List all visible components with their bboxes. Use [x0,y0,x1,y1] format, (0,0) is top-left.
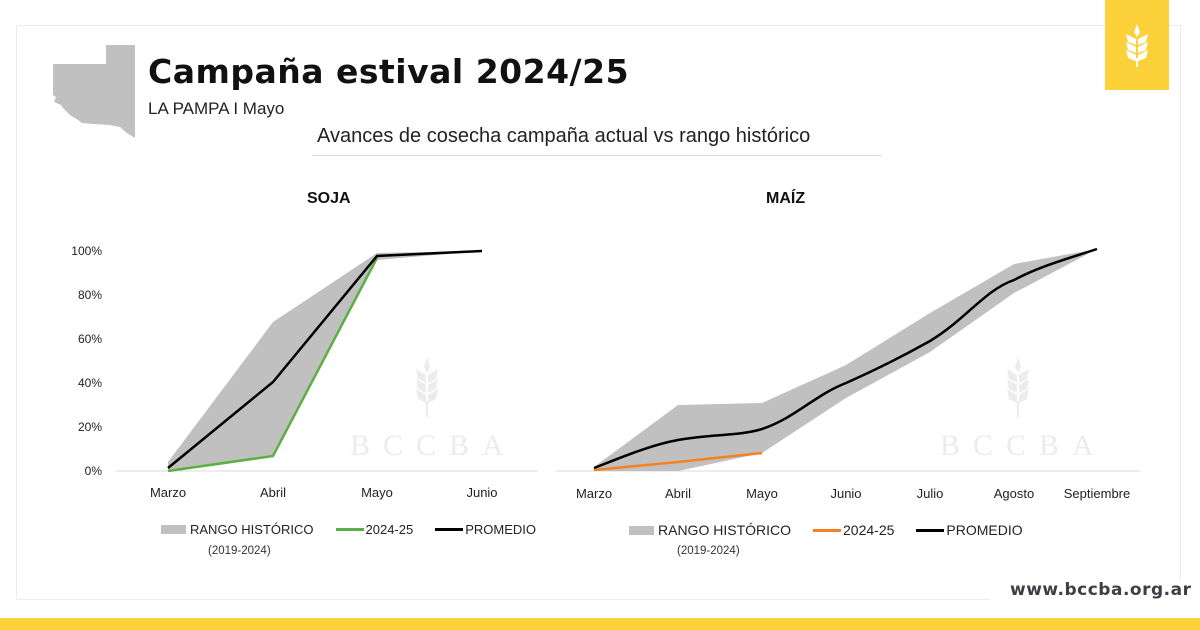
soja-legend-range-sub: (2019-2024) [208,545,271,557]
range-swatch [161,525,186,534]
svg-text:BCCBA: BCCBA [350,429,517,462]
watermark-maiz: BCCBA [940,357,1107,462]
maiz-legend-range-sub: (2019-2024) [677,545,740,557]
y-tick-0: 0% [84,464,102,478]
legend-item-range: RANGO HISTÓRICO [629,522,791,538]
maiz-x-tick: Abril [664,486,692,501]
soja-legend: RANGO HISTÓRICO 2024-25 PROMEDIO [161,522,558,537]
y-tick-100: 100% [71,244,102,258]
soja-x-tick: Mayo [361,485,393,500]
page-subtitle: LA PAMPA I Mayo [148,99,285,118]
soja-series-promedio [167,249,483,469]
soja-x-tick: Junio [466,485,498,500]
legend-item-current: 2024-25 [335,522,413,537]
soja-series-2024-25 [167,257,379,473]
section-heading: Avances de cosecha campaña actual vs ran… [317,125,811,147]
legend-item-avg: PROMEDIO [916,522,1023,538]
maiz-historic-range [594,249,1097,471]
range-swatch [629,525,654,535]
maiz-x-tick: Septiembre [1063,486,1131,501]
brand-logo [1105,0,1169,90]
maiz-series-2024-25 [593,451,763,472]
current-swatch [335,528,364,531]
heading-divider [312,155,882,156]
soja-x-tick: Abril [259,485,287,500]
frame-gap [990,580,1190,610]
soja-x-tick: Marzo [149,485,187,500]
y-tick-80: 80% [77,288,102,302]
wheat-icon [1126,24,1148,67]
avg-swatch [435,528,464,531]
maiz-chart-title: MAÍZ [766,190,806,207]
wheat-watermark-icon [416,357,438,417]
y-tick-40: 40% [77,376,102,390]
maiz-legend: RANGO HISTÓRICO 2024-25 PROMEDIO [629,522,1045,538]
page-title: Campaña estival 2024/25 [148,52,630,91]
maiz-x-tick: Junio [830,486,862,501]
maiz-series-promedio [593,247,1098,470]
la-pampa-map-icon [53,45,135,138]
maiz-x-tick: Agosto [993,486,1035,501]
website-link[interactable]: www.bccba.org.ar [1010,580,1192,600]
maiz-x-tick: Mayo [746,486,778,501]
svg-text:BCCBA: BCCBA [940,429,1107,462]
current-swatch [813,528,842,532]
maiz-x-tick: Julio [916,486,944,501]
y-tick-60: 60% [77,332,102,346]
soja-historic-range [168,251,482,471]
legend-item-range: RANGO HISTÓRICO [161,522,314,537]
watermark-soja: BCCBA [350,357,517,462]
card-frame [16,25,1181,600]
avg-swatch [916,528,945,532]
maiz-x-tick: Marzo [575,486,613,501]
legend-item-current: 2024-25 [813,522,894,538]
legend-item-avg: PROMEDIO [435,522,536,537]
bottom-accent-bar [0,618,1200,630]
y-tick-20: 20% [77,420,102,434]
soja-chart-title: SOJA [307,190,351,207]
